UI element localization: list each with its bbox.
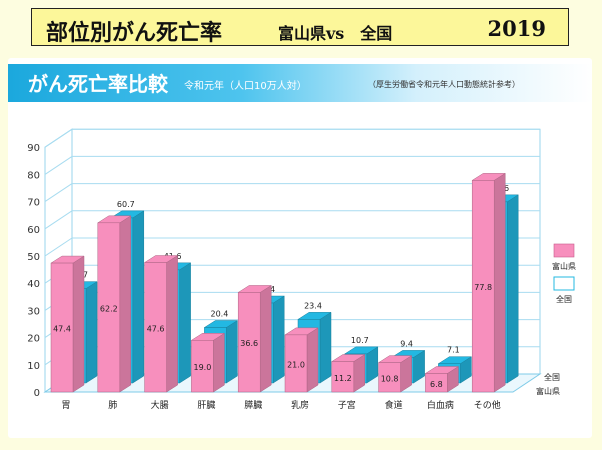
bar-toyama-side [72,255,85,393]
grid-line-side [44,210,73,230]
bar-toyama-side [306,327,319,393]
data-label-toyama: 36.6 [240,339,258,348]
data-label-toyama: 47.4 [53,325,71,334]
x-tick-label: 膵臓 [244,400,262,411]
bar-toyama [50,262,74,393]
x-tick-label: 大腸 [151,399,169,411]
bar-national-side [506,194,519,384]
y-tick-label: 30 [27,306,40,317]
data-label-national: 7.1 [447,346,460,355]
y-tick-label: 70 [27,198,40,209]
chart-title: がん死亡率比較 [28,72,168,96]
slide-title: 部位別がん死亡率 富山県vs 全国 2019 [31,8,569,46]
y-tick-label: 40 [27,279,40,290]
chart-card: 010203040506070809034.747.4胃60.762.2肺41.… [8,58,592,438]
chart-plot: 010203040506070809034.747.4胃60.762.2肺41.… [27,128,576,411]
depth-label-toyama: 富山県 [536,386,560,396]
chart-subtitle: 令和元年（人口10万人対） [184,81,307,92]
data-label-toyama: 62.2 [100,304,118,313]
data-label-toyama: 77.8 [474,283,492,292]
bar-toyama [471,180,495,393]
x-tick-label: その他 [474,399,501,411]
y-tick-label: 90 [27,143,40,154]
bar-toyama-side [166,255,178,393]
bar-toyama [284,334,308,393]
data-label-national: 9.4 [400,339,413,348]
grid-line-side [44,155,73,175]
x-tick-label: 子宮 [338,399,356,411]
legend-label-national: 全国 [556,294,572,304]
grid-line-side [44,128,73,148]
x-tick-label: 肺 [108,400,117,411]
x-tick-label: 肝臓 [197,400,215,411]
grid-line-side [44,183,73,203]
bar-toyama-side [119,215,132,393]
chart-header: がん死亡率比較 令和元年（人口10万人対） （厚生労働省令和元年人口動態統計参考… [8,64,592,102]
bar-national-side [319,311,332,384]
bar-national-side [85,281,98,384]
legend-label-toyama: 富山県 [552,261,576,271]
data-label-toyama: 47.6 [147,324,165,333]
grid-line-side [44,237,73,257]
bar-toyama [97,222,121,393]
data-label-national: 60.7 [117,200,135,209]
data-label-national: 20.4 [210,310,228,319]
bar-toyama [425,373,448,393]
x-tick-label: 乳房 [291,399,309,411]
bar-national-side [272,295,285,384]
slide-title-sub: 富山県vs 全国 [278,24,393,43]
bar-national-side [132,210,145,384]
data-label-toyama: 10.8 [381,374,399,383]
bar-toyama-side [213,332,225,393]
y-tick-label: 80 [27,170,40,181]
bar-toyama [237,292,261,393]
depth-label-national: 全国 [544,372,560,382]
y-tick-label: 10 [27,361,40,372]
data-label-toyama: 11.2 [334,374,352,383]
x-tick-label: 胃 [61,400,70,411]
bar-toyama [378,362,401,393]
data-label-national: 10.7 [351,336,369,345]
bar-national-side [179,262,191,384]
data-label-toyama: 19.0 [193,363,211,372]
slide-title-year: 2019 [487,16,546,41]
x-tick-label: 食道 [385,399,403,411]
bar-toyama-side [493,172,506,393]
legend-swatch-national [553,276,575,291]
bar-toyama-side [259,284,272,393]
x-tick-label: 白血病 [427,399,454,411]
legend-swatch-toyama [553,243,575,258]
bar-toyama [331,361,355,393]
y-tick-label: 20 [27,334,40,345]
data-label-toyama: 6.8 [430,380,443,389]
chart-source: （厚生労働省令和元年人口動態統計参考） [368,80,520,89]
bar-toyama [191,340,214,393]
y-tick-label: 60 [27,225,40,236]
y-tick-label: 50 [27,252,40,263]
slide-title-main: 部位別がん死亡率 [46,20,223,46]
data-label-national: 23.4 [304,301,322,310]
bar-toyama [144,262,167,393]
data-label-toyama: 21.0 [287,360,305,369]
bar-national-side [226,320,238,384]
y-tick-label: 0 [34,388,40,399]
